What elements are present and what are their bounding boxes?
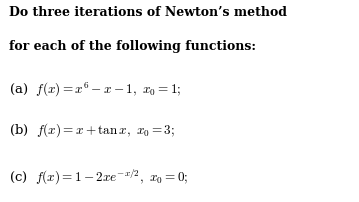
Text: (c)  $f(x) = 1 - 2xe^{-x/2},\ x_0 = 0;$: (c) $f(x) = 1 - 2xe^{-x/2},\ x_0 = 0;$ [9, 168, 188, 187]
Text: for each of the following functions:: for each of the following functions: [9, 40, 256, 53]
Text: (a)  $f(x) = x^6 - x - 1,\ x_0 = 1;$: (a) $f(x) = x^6 - x - 1,\ x_0 = 1;$ [9, 81, 181, 99]
Text: Do three iterations of Newton’s method: Do three iterations of Newton’s method [9, 6, 287, 19]
Text: (b)  $f(x) = x + \tan x,\ x_0 = 3;$: (b) $f(x) = x + \tan x,\ x_0 = 3;$ [9, 121, 175, 139]
